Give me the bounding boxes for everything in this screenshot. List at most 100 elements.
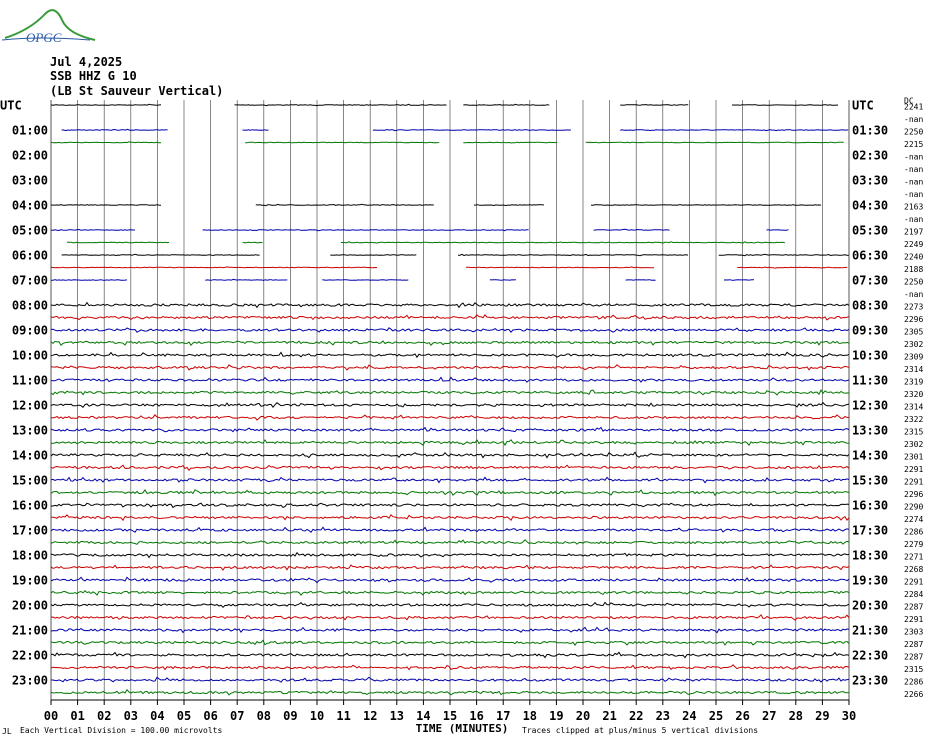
dc-value: 2273	[904, 303, 923, 312]
trace	[67, 242, 169, 243]
left-label: 04:00	[12, 199, 48, 213]
trace	[51, 267, 377, 268]
trace	[767, 230, 789, 231]
left-label: 16:00	[12, 499, 48, 513]
left-label: 06:00	[12, 249, 48, 263]
dc-value: 2215	[904, 140, 923, 149]
left-label: 10:00	[12, 349, 48, 363]
dc-value: 2291	[904, 578, 923, 587]
left-label: 17:00	[12, 524, 48, 538]
left-label: 18:00	[12, 549, 48, 563]
dc-value: 2188	[904, 265, 923, 274]
right-label: 18:30	[852, 549, 888, 563]
x-tick-label: 01	[70, 709, 84, 723]
trace	[373, 130, 571, 131]
dc-value: 2296	[904, 315, 923, 324]
dc-value: 2274	[904, 515, 923, 524]
dc-value: 2250	[904, 128, 923, 137]
x-tick-label: 26	[735, 709, 749, 723]
trace	[245, 142, 439, 143]
x-tick-label: 27	[762, 709, 776, 723]
dc-value: 2266	[904, 690, 923, 699]
dc-value: 2249	[904, 240, 923, 249]
dc-value: 2303	[904, 628, 923, 637]
dc-value: 2291	[904, 615, 923, 624]
trace	[51, 280, 127, 281]
dc-value: -nan	[904, 178, 923, 187]
x-tick-label: 14	[416, 709, 430, 723]
right-label: 15:30	[852, 474, 888, 488]
trace	[594, 229, 670, 230]
right-label: 09:30	[852, 324, 888, 338]
trace	[458, 254, 688, 255]
left-label: 14:00	[12, 449, 48, 463]
right-label: 11:30	[852, 374, 888, 388]
x-tick-label: 24	[682, 709, 696, 723]
right-label: 01:30	[852, 124, 888, 138]
trace	[205, 279, 287, 280]
site: (LB St Sauveur Vertical)	[50, 84, 223, 98]
left-label: 08:00	[12, 299, 48, 313]
x-tick-label: 13	[390, 709, 404, 723]
x-tick-label: 08	[257, 709, 271, 723]
right-label: 10:30	[852, 349, 888, 363]
trace	[732, 105, 838, 106]
dc-value: 2296	[904, 490, 923, 499]
dc-value: 2240	[904, 253, 923, 262]
left-label: 09:00	[12, 324, 48, 338]
left-label: 21:00	[12, 624, 48, 638]
left-label: 11:00	[12, 374, 48, 388]
helicorder: OPGC Jul 4,2025 SSB HHZ G 10 (LB St Sauv…	[0, 0, 930, 744]
dc-value: 2319	[904, 378, 923, 387]
trace	[51, 104, 161, 105]
x-tick-label: 00	[44, 709, 58, 723]
left-label: 19:00	[12, 574, 48, 588]
right-label: 05:30	[852, 224, 888, 238]
dc-value: 2287	[904, 603, 923, 612]
trace	[724, 280, 754, 281]
left-label: 12:00	[12, 399, 48, 413]
trace	[737, 267, 847, 268]
right-label: 20:30	[852, 599, 888, 613]
dc-value: -nan	[904, 190, 923, 199]
dc-value: 2301	[904, 453, 923, 462]
trace	[719, 254, 849, 255]
dc-value: 2271	[904, 553, 923, 562]
x-tick-label: 22	[629, 709, 643, 723]
x-tick-label: 04	[150, 709, 164, 723]
x-tick-label: 06	[203, 709, 217, 723]
dc-value: 2287	[904, 640, 923, 649]
scale-note: Each Vertical Division = 100.00 microvol…	[20, 726, 222, 735]
x-tick-label: 29	[815, 709, 829, 723]
dc-value: -nan	[904, 215, 923, 224]
dc-value: 2320	[904, 390, 923, 399]
logo-text: OPGC	[26, 30, 62, 45]
x-tick-label: 23	[656, 709, 670, 723]
station: SSB HHZ G 10	[50, 69, 137, 83]
trace	[466, 267, 654, 268]
trace	[51, 230, 135, 231]
trace	[51, 205, 161, 206]
right-label: 06:30	[852, 249, 888, 263]
right-label: 07:30	[852, 274, 888, 288]
dc-value: 2305	[904, 328, 923, 337]
trace	[51, 142, 161, 143]
trace	[203, 230, 529, 231]
trace	[620, 130, 848, 131]
x-tick-label: 12	[363, 709, 377, 723]
trace	[626, 280, 656, 281]
dc-value: -nan	[904, 153, 923, 162]
trace	[243, 242, 263, 243]
dc-value: 2268	[904, 565, 923, 574]
x-tick-label: 17	[496, 709, 510, 723]
x-tick-label: 16	[469, 709, 483, 723]
trace	[62, 254, 260, 255]
right-label: 16:30	[852, 499, 888, 513]
left-label: UTC	[0, 99, 22, 113]
x-tick-label: 30	[842, 709, 856, 723]
dc-value: -nan	[904, 290, 923, 299]
right-label: 17:30	[852, 524, 888, 538]
dc-value: 2279	[904, 540, 923, 549]
x-tick-label: 21	[602, 709, 616, 723]
left-label: 05:00	[12, 224, 48, 238]
